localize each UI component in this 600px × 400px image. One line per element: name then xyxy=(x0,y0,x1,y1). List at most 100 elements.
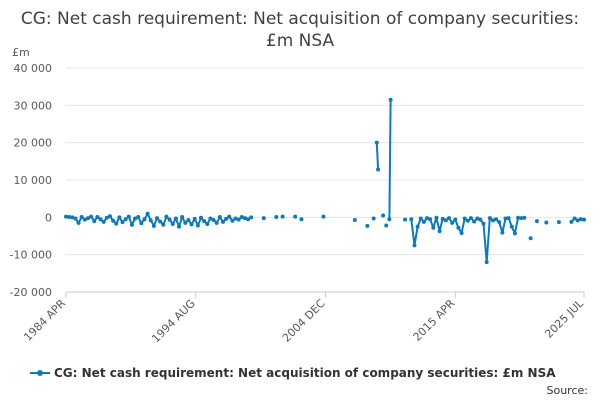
data-point[interactable] xyxy=(465,218,470,223)
data-point[interactable] xyxy=(79,214,84,219)
data-point[interactable] xyxy=(475,216,480,221)
data-point[interactable] xyxy=(575,218,580,223)
data-point[interactable] xyxy=(246,217,251,222)
data-point[interactable] xyxy=(274,214,279,219)
data-point[interactable] xyxy=(506,216,511,221)
data-point[interactable] xyxy=(459,231,464,236)
data-point[interactable] xyxy=(211,217,216,222)
data-point[interactable] xyxy=(412,243,417,248)
data-point[interactable] xyxy=(198,215,203,220)
data-point[interactable] xyxy=(230,218,235,223)
data-point[interactable] xyxy=(114,221,119,226)
data-point[interactable] xyxy=(189,222,194,227)
data-point[interactable] xyxy=(195,223,200,228)
data-point[interactable] xyxy=(183,220,188,225)
data-point[interactable] xyxy=(403,217,408,222)
data-point[interactable] xyxy=(145,211,150,216)
data-point[interactable] xyxy=(534,219,539,224)
data-point[interactable] xyxy=(522,215,527,220)
data-point[interactable] xyxy=(352,217,357,222)
data-point[interactable] xyxy=(478,217,483,222)
data-point[interactable] xyxy=(280,214,285,219)
data-point[interactable] xyxy=(236,217,241,222)
data-point[interactable] xyxy=(82,217,87,222)
data-point[interactable] xyxy=(409,217,414,222)
data-point[interactable] xyxy=(494,217,499,222)
data-point[interactable] xyxy=(64,214,68,219)
data-point[interactable] xyxy=(123,217,128,222)
data-point[interactable] xyxy=(371,216,376,221)
legend[interactable]: CG: Net cash requirement: Net acquisitio… xyxy=(30,366,556,380)
data-point[interactable] xyxy=(425,216,430,221)
data-point[interactable] xyxy=(387,217,392,222)
series-main[interactable] xyxy=(64,97,586,265)
data-point[interactable] xyxy=(578,217,583,222)
data-point[interactable] xyxy=(509,224,514,229)
data-point[interactable] xyxy=(85,216,90,221)
data-point[interactable] xyxy=(136,214,141,219)
data-point[interactable] xyxy=(428,217,433,222)
data-point[interactable] xyxy=(111,218,116,223)
data-point[interactable] xyxy=(239,214,244,219)
data-point[interactable] xyxy=(208,216,213,221)
data-point[interactable] xyxy=(98,217,103,222)
data-point[interactable] xyxy=(104,215,109,220)
data-point[interactable] xyxy=(431,225,436,230)
data-point[interactable] xyxy=(481,221,486,226)
data-point[interactable] xyxy=(220,219,225,224)
data-point[interactable] xyxy=(180,214,185,219)
data-point[interactable] xyxy=(299,217,304,222)
data-point[interactable] xyxy=(261,216,266,221)
data-point[interactable] xyxy=(374,140,379,145)
series-line[interactable] xyxy=(410,216,525,264)
data-point[interactable] xyxy=(151,223,156,228)
data-point[interactable] xyxy=(450,220,455,225)
data-point[interactable] xyxy=(487,216,492,221)
data-point[interactable] xyxy=(95,214,100,219)
data-point[interactable] xyxy=(453,217,458,222)
data-point[interactable] xyxy=(384,223,389,228)
data-point[interactable] xyxy=(70,215,75,220)
data-point[interactable] xyxy=(148,218,153,223)
data-point[interactable] xyxy=(472,219,477,224)
data-point[interactable] xyxy=(158,219,163,224)
data-point[interactable] xyxy=(92,219,97,224)
data-point[interactable] xyxy=(161,222,166,227)
data-point[interactable] xyxy=(490,218,495,223)
data-point[interactable] xyxy=(117,215,122,220)
data-point[interactable] xyxy=(582,217,586,222)
data-point[interactable] xyxy=(120,220,125,225)
data-point[interactable] xyxy=(500,230,505,235)
data-point[interactable] xyxy=(177,224,182,229)
data-point[interactable] xyxy=(202,219,207,224)
data-point[interactable] xyxy=(418,216,423,221)
data-point[interactable] xyxy=(89,214,94,219)
data-point[interactable] xyxy=(227,214,232,219)
data-point[interactable] xyxy=(133,216,138,221)
data-point[interactable] xyxy=(376,167,381,172)
data-point[interactable] xyxy=(205,222,210,227)
data-point[interactable] xyxy=(76,220,81,225)
data-point[interactable] xyxy=(572,216,577,221)
data-point[interactable] xyxy=(170,222,175,227)
data-point[interactable] xyxy=(67,214,72,219)
data-point[interactable] xyxy=(73,216,78,221)
data-point[interactable] xyxy=(528,236,533,241)
data-point[interactable] xyxy=(415,224,420,229)
data-point[interactable] xyxy=(381,213,386,218)
data-point[interactable] xyxy=(556,220,561,225)
series-line[interactable] xyxy=(388,99,392,220)
data-point[interactable] xyxy=(447,216,452,221)
data-point[interactable] xyxy=(126,214,131,219)
data-point[interactable] xyxy=(497,220,502,225)
data-point[interactable] xyxy=(503,216,508,221)
data-point[interactable] xyxy=(164,214,169,219)
data-point[interactable] xyxy=(468,216,473,221)
data-point[interactable] xyxy=(173,216,178,221)
data-point[interactable] xyxy=(434,215,439,220)
data-point[interactable] xyxy=(142,217,147,222)
data-point[interactable] xyxy=(224,216,229,221)
data-point[interactable] xyxy=(388,97,393,102)
data-point[interactable] xyxy=(516,215,521,220)
data-point[interactable] xyxy=(217,214,222,219)
